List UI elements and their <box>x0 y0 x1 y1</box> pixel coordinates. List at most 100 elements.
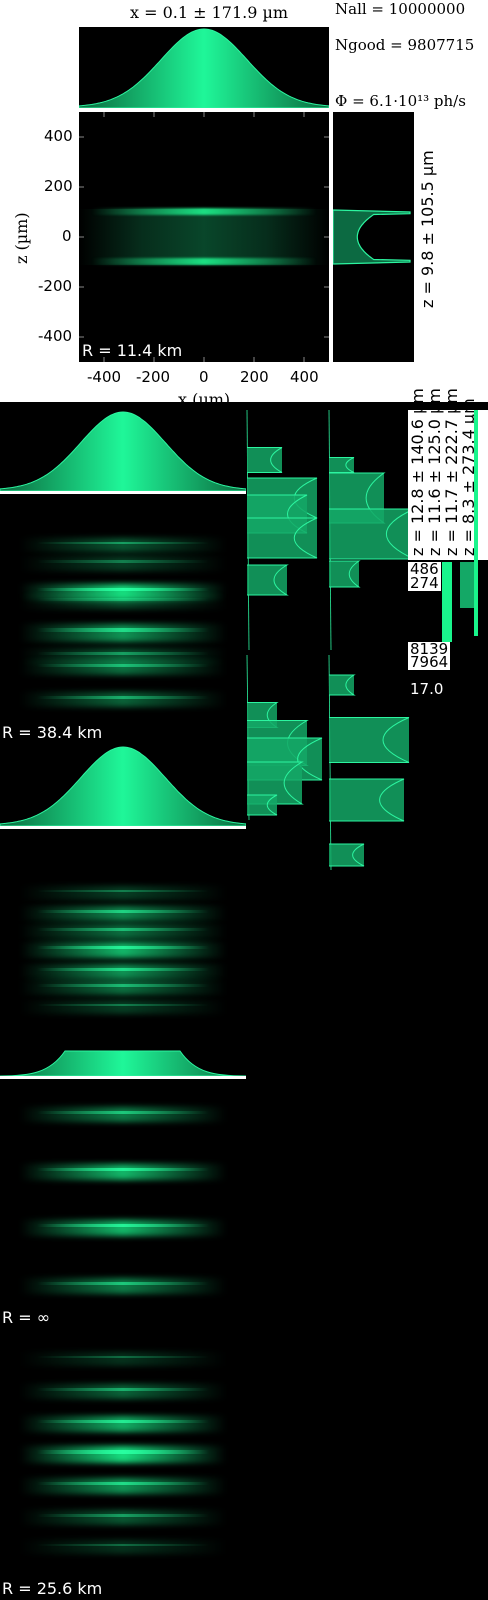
beam-stripe-core <box>0 928 246 931</box>
stack3-image: R = ∞ <box>0 1080 246 1330</box>
beam-stripe <box>0 556 246 571</box>
z-stat-label: z = 9.8 ± 105.5 µm <box>418 150 437 308</box>
x-tick-label: 200 <box>240 368 269 386</box>
y-tick-label: 0 <box>62 227 72 245</box>
beam-stripe <box>0 1384 246 1399</box>
side-histogram-outline <box>247 494 308 534</box>
side-histogram-block <box>247 795 277 815</box>
flux-label: Φ = 6.1·10¹³ ph/s <box>335 92 466 110</box>
beam-stripe <box>0 1107 246 1122</box>
beam-stripe-core <box>0 1482 246 1485</box>
y-tick-label: -200 <box>38 277 73 295</box>
side-histogram-block <box>329 509 414 559</box>
partial-value-label: 274 <box>408 574 441 592</box>
stack3-radius-label: R = ∞ <box>2 1308 51 1327</box>
x-histogram-fill <box>79 28 329 108</box>
beam-stripe-core <box>0 1168 246 1171</box>
side-histogram-block <box>329 717 409 763</box>
x-tick-label: -200 <box>136 368 171 386</box>
beam-stripe <box>0 1000 246 1014</box>
y-tick-label: 200 <box>44 177 73 195</box>
x-tick-label: 0 <box>199 368 209 386</box>
beam-stripe <box>0 964 246 979</box>
side-histogram-block <box>247 518 317 558</box>
side-histogram-outline <box>329 778 405 822</box>
stack1-image: R = 38.4 km <box>0 496 246 746</box>
stack2-x-histogram <box>0 746 246 826</box>
stack1-radius-label: R = 38.4 km <box>2 723 103 742</box>
beam-stripe-core <box>0 696 246 699</box>
side-histogram-outline <box>329 674 356 696</box>
beam-stripe <box>0 648 246 664</box>
beam-stripe <box>0 886 246 900</box>
side-histogram-block <box>247 720 307 766</box>
side-histogram-baseline <box>328 654 332 871</box>
partial-value-label: 17.0 <box>410 680 444 698</box>
beam-stripe-core <box>0 890 246 892</box>
side-histogram-block <box>329 561 359 587</box>
side-histogram-outline <box>329 843 365 867</box>
stack4-radius-label: R = 25.6 km <box>2 1579 103 1598</box>
side-histogram-outline <box>247 737 323 781</box>
side-histogram-outline <box>329 717 410 763</box>
y-axis-label: z (µm) <box>12 212 31 264</box>
side-histogram-block <box>247 762 302 804</box>
side-histogram-outline <box>329 472 386 524</box>
side-histogram-outline <box>247 720 309 766</box>
beam-edge-top <box>79 208 329 215</box>
beam-stripe <box>0 906 246 921</box>
main-image-panel: R = 11.4 km <box>79 112 329 362</box>
radius-label: R = 11.4 km <box>82 341 183 360</box>
beam-stripe-core <box>0 1356 246 1358</box>
beam-stripe <box>0 1352 246 1366</box>
stack3-x-histogram-panel <box>0 1045 246 1077</box>
beam-stripe-core <box>0 968 246 971</box>
stack2-image <box>0 830 246 1050</box>
x-tick-label: 400 <box>290 368 319 386</box>
partial-value-label: 8139 <box>408 640 451 658</box>
beam-stripe <box>0 1164 246 1180</box>
side-histogram-block <box>247 702 277 728</box>
beam-stripe-core <box>0 984 246 987</box>
stack3-separator <box>0 1076 246 1079</box>
side-histogram-outline <box>247 477 318 519</box>
beam-stripe <box>0 924 246 939</box>
side-histogram-block <box>329 675 354 695</box>
beam-stripe-core <box>0 1420 246 1423</box>
partial-value-label: 486 <box>408 560 441 578</box>
beam-stripe-core <box>0 1004 246 1006</box>
beam-stripe <box>0 1446 246 1463</box>
side-histogram-outline <box>247 517 318 559</box>
beam-stripe-core <box>0 1111 246 1114</box>
x-histogram-panel <box>79 27 329 108</box>
z-histogram-fill <box>333 209 411 265</box>
beam-stripe-core <box>0 946 246 949</box>
beam-stripe-core <box>0 1388 246 1391</box>
x-tick-label: -400 <box>87 368 122 386</box>
stack3-x-histogram-fill <box>0 1050 246 1077</box>
partial-value-label: 7964 <box>408 653 451 671</box>
z-histogram-panel <box>333 112 414 362</box>
beam-stripe <box>0 1540 246 1554</box>
beam-stripe-core <box>0 1282 246 1285</box>
beam-stripe <box>0 980 246 995</box>
beam-stripe <box>0 660 246 675</box>
side-histogram-block <box>247 495 307 533</box>
beam-stripe <box>0 1478 246 1494</box>
side-histogram-block <box>329 844 364 866</box>
green-strip <box>460 562 474 608</box>
side-histogram-outline <box>247 761 304 805</box>
beam-stripe-core <box>0 588 246 591</box>
beam-stripe-core <box>0 1514 246 1517</box>
side-histogram-block <box>247 738 322 780</box>
stack4-image: R = 25.6 km <box>0 1340 246 1600</box>
side-histogram-block <box>329 457 354 473</box>
beam-edge-bottom <box>79 258 329 265</box>
beam-stripe-core <box>0 1544 246 1546</box>
side-histogram-outline <box>247 564 289 596</box>
side-histogram-baseline <box>246 409 250 651</box>
side-histogram-outline <box>247 447 283 473</box>
beam-stripe <box>0 942 246 958</box>
side-histogram-outline <box>247 702 279 728</box>
beam-stripe-core <box>0 1224 246 1227</box>
